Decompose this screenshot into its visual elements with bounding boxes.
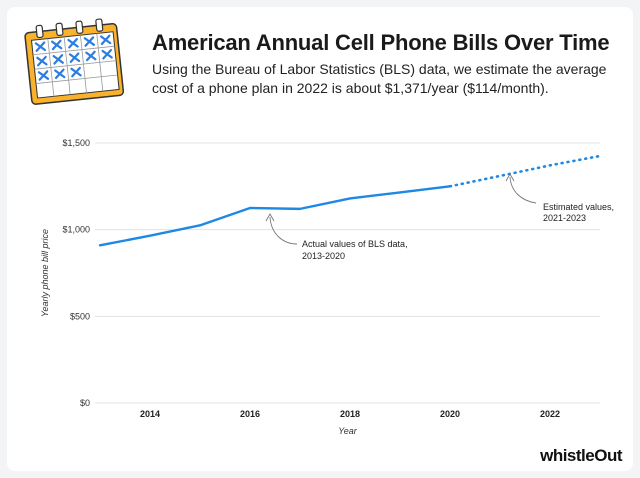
y-tick-label: $1,000 (62, 225, 90, 235)
annotation-estimated-line1: Estimated values, (543, 202, 614, 212)
annotation-estimated-line2: 2021-2023 (543, 213, 586, 223)
y-tick-label: $0 (80, 398, 90, 408)
x-tick-label: 2014 (140, 409, 160, 419)
estimated-values-line (448, 154, 602, 188)
x-tick-label: 2018 (340, 409, 360, 419)
x-tick-label: 2016 (240, 409, 260, 419)
page-title: American Annual Cell Phone Bills Over Ti… (152, 30, 610, 55)
y-tick-label: $500 (70, 311, 90, 321)
annotation-actual-line2: 2013-2020 (302, 251, 345, 261)
annotation-arrow-actual (269, 216, 298, 245)
arrowhead-estimated (505, 173, 515, 182)
x-axis-title: Year (338, 426, 358, 436)
calendar-icon (24, 18, 125, 105)
brand-logo-part1: whistle (540, 446, 595, 465)
brand-logo: whistleOut (540, 446, 622, 466)
page-subtitle: Using the Bureau of Labor Statistics (BL… (152, 61, 607, 96)
brand-logo-part2: Out (594, 446, 622, 465)
annotation-actual-line1: Actual values of BLS data, (302, 239, 408, 249)
y-tick-label: $1,500 (62, 138, 90, 148)
actual-values-line (98, 185, 452, 247)
y-axis-title: Yearly phone bill price (40, 229, 50, 317)
arrowhead-actual (265, 213, 275, 222)
x-tick-label: 2022 (540, 409, 560, 419)
x-tick-label: 2020 (440, 409, 460, 419)
annotation-arrow-estimated (509, 176, 537, 204)
